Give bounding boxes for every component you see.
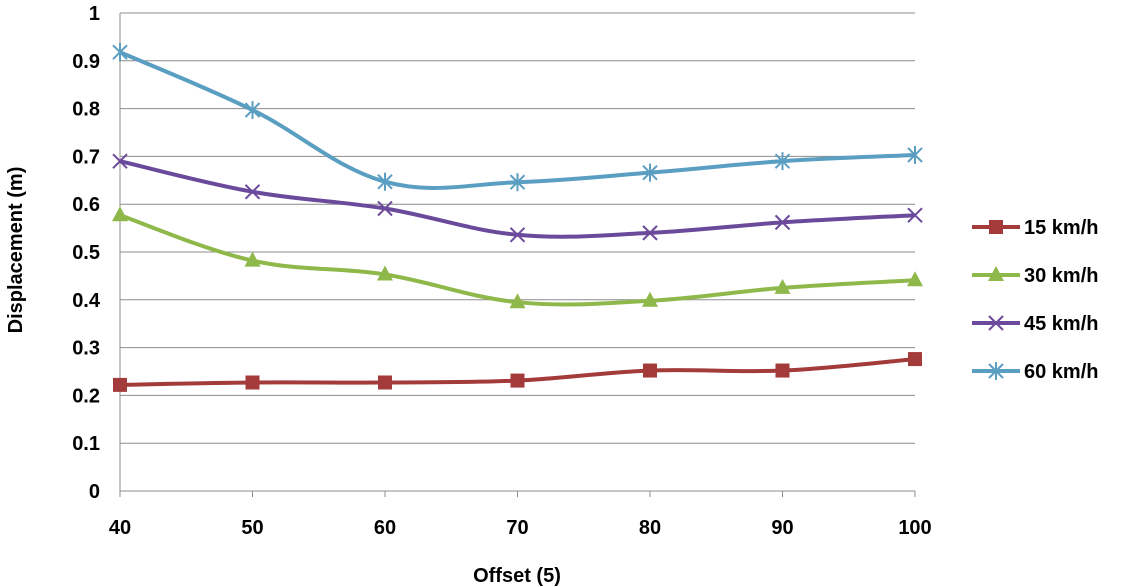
series-line bbox=[119, 50, 916, 190]
data-point bbox=[642, 163, 658, 182]
series-15-km-h bbox=[113, 352, 922, 392]
x-tick-label: 90 bbox=[771, 517, 793, 539]
x-tick-labels: 40 50 60 70 80 90 100 bbox=[109, 517, 932, 539]
data-point bbox=[244, 251, 261, 267]
x-tick-label: 60 bbox=[374, 517, 396, 539]
y-tick-label: 0.6 bbox=[72, 194, 100, 216]
x-axis-label: Offset (5) bbox=[473, 565, 561, 587]
x-tick-label: 40 bbox=[109, 517, 131, 539]
legend-item: 30 km/h bbox=[972, 265, 1098, 287]
series-45-km-h bbox=[112, 153, 923, 243]
data-point bbox=[245, 375, 260, 390]
x-tick-label: 100 bbox=[898, 517, 931, 539]
x-tick-label: 70 bbox=[506, 517, 528, 539]
legend-label: 60 km/h bbox=[1024, 361, 1098, 383]
y-tick-label: 0.1 bbox=[72, 433, 100, 455]
data-point bbox=[377, 172, 393, 191]
legend-item: 45 km/h bbox=[972, 313, 1098, 335]
y-tick-label: 0.9 bbox=[72, 51, 100, 73]
data-point bbox=[908, 352, 922, 367]
series-60-km-h bbox=[112, 43, 923, 192]
y-tick-label: 0.5 bbox=[72, 242, 100, 264]
data-point bbox=[775, 363, 790, 378]
data-point bbox=[510, 373, 525, 388]
data-point bbox=[377, 265, 393, 281]
legend-item: 60 km/h bbox=[972, 361, 1098, 383]
data-point bbox=[112, 153, 128, 169]
star-icon bbox=[988, 362, 1004, 380]
triangle-icon bbox=[988, 266, 1004, 281]
gridlines bbox=[119, 12, 916, 497]
y-tick-label: 0 bbox=[89, 481, 100, 503]
series-30-km-h bbox=[112, 206, 923, 309]
y-tick-label: 1 bbox=[89, 3, 100, 25]
data-point bbox=[643, 363, 657, 378]
data-point bbox=[244, 184, 261, 200]
data-point bbox=[907, 207, 923, 223]
y-tick-label: 0.2 bbox=[72, 385, 100, 407]
data-point bbox=[907, 145, 923, 164]
series-line bbox=[119, 213, 916, 307]
data-point bbox=[509, 293, 526, 309]
legend-label: 45 km/h bbox=[1024, 313, 1098, 335]
y-tick-label: 0.7 bbox=[72, 146, 100, 168]
legend: 15 km/h 30 km/h 45 km/h 60 km/h bbox=[972, 217, 1098, 383]
data-point bbox=[113, 377, 127, 392]
data-point bbox=[244, 101, 261, 120]
data-point bbox=[774, 214, 791, 231]
series-line bbox=[119, 159, 916, 239]
data-point bbox=[774, 152, 791, 171]
data-point bbox=[112, 206, 128, 222]
legend-label: 30 km/h bbox=[1024, 265, 1098, 287]
y-tick-labels: 0 0.1 0.2 0.3 0.4 0.5 0.6 0.7 0.8 0.9 1 bbox=[72, 3, 101, 503]
legend-item: 15 km/h bbox=[972, 217, 1098, 239]
data-point bbox=[642, 225, 658, 241]
y-tick-label: 0.3 bbox=[72, 338, 100, 360]
x-icon bbox=[988, 315, 1004, 331]
x-tick-label: 80 bbox=[639, 517, 661, 539]
y-tick-label: 0.4 bbox=[72, 290, 101, 312]
x-tick-label: 50 bbox=[241, 517, 263, 539]
data-point bbox=[509, 173, 526, 192]
data-point bbox=[378, 375, 392, 390]
data-point bbox=[774, 278, 791, 294]
y-axis-label: Displacement (m) bbox=[5, 167, 27, 334]
data-point bbox=[642, 291, 658, 307]
data-point bbox=[907, 271, 923, 287]
y-tick-label: 0.8 bbox=[72, 99, 100, 121]
data-point bbox=[377, 200, 393, 217]
data-point bbox=[509, 227, 526, 243]
series-layer bbox=[112, 43, 923, 392]
legend-label: 15 km/h bbox=[1024, 217, 1098, 239]
data-point bbox=[112, 43, 128, 62]
square-icon bbox=[989, 220, 1003, 234]
